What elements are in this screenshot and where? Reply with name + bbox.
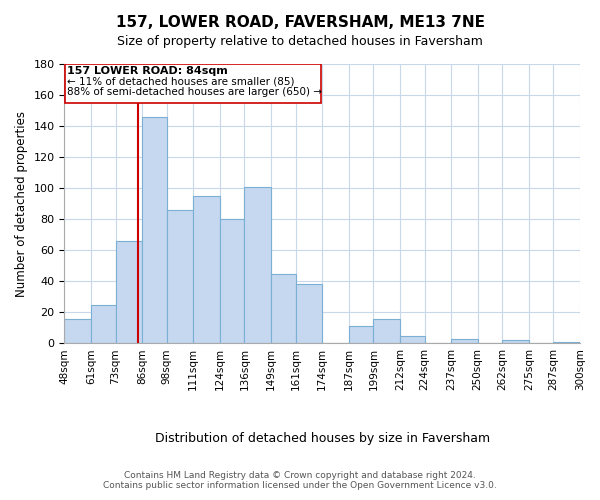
Text: 88% of semi-detached houses are larger (650) →: 88% of semi-detached houses are larger (… xyxy=(67,88,322,98)
X-axis label: Distribution of detached houses by size in Faversham: Distribution of detached houses by size … xyxy=(155,432,490,445)
Bar xyxy=(193,196,220,344)
Bar xyxy=(244,186,271,344)
Bar xyxy=(451,338,478,344)
Bar xyxy=(64,318,91,344)
Bar xyxy=(167,210,193,344)
Bar xyxy=(400,336,425,344)
Text: Contains HM Land Registry data © Crown copyright and database right 2024.
Contai: Contains HM Land Registry data © Crown c… xyxy=(103,470,497,490)
Bar xyxy=(349,326,373,344)
Bar xyxy=(142,117,167,344)
Bar xyxy=(116,241,142,344)
Y-axis label: Number of detached properties: Number of detached properties xyxy=(15,110,28,296)
Text: ← 11% of detached houses are smaller (85): ← 11% of detached houses are smaller (85… xyxy=(67,76,295,86)
Bar xyxy=(220,219,244,344)
Text: Size of property relative to detached houses in Faversham: Size of property relative to detached ho… xyxy=(117,35,483,48)
Text: 157 LOWER ROAD: 84sqm: 157 LOWER ROAD: 84sqm xyxy=(67,66,228,76)
FancyBboxPatch shape xyxy=(65,64,321,103)
Bar xyxy=(373,318,400,344)
Bar xyxy=(502,340,529,344)
Bar xyxy=(296,284,322,344)
Text: 157, LOWER ROAD, FAVERSHAM, ME13 7NE: 157, LOWER ROAD, FAVERSHAM, ME13 7NE xyxy=(115,15,485,30)
Bar xyxy=(271,274,296,344)
Bar xyxy=(91,304,116,344)
Bar xyxy=(553,342,580,344)
